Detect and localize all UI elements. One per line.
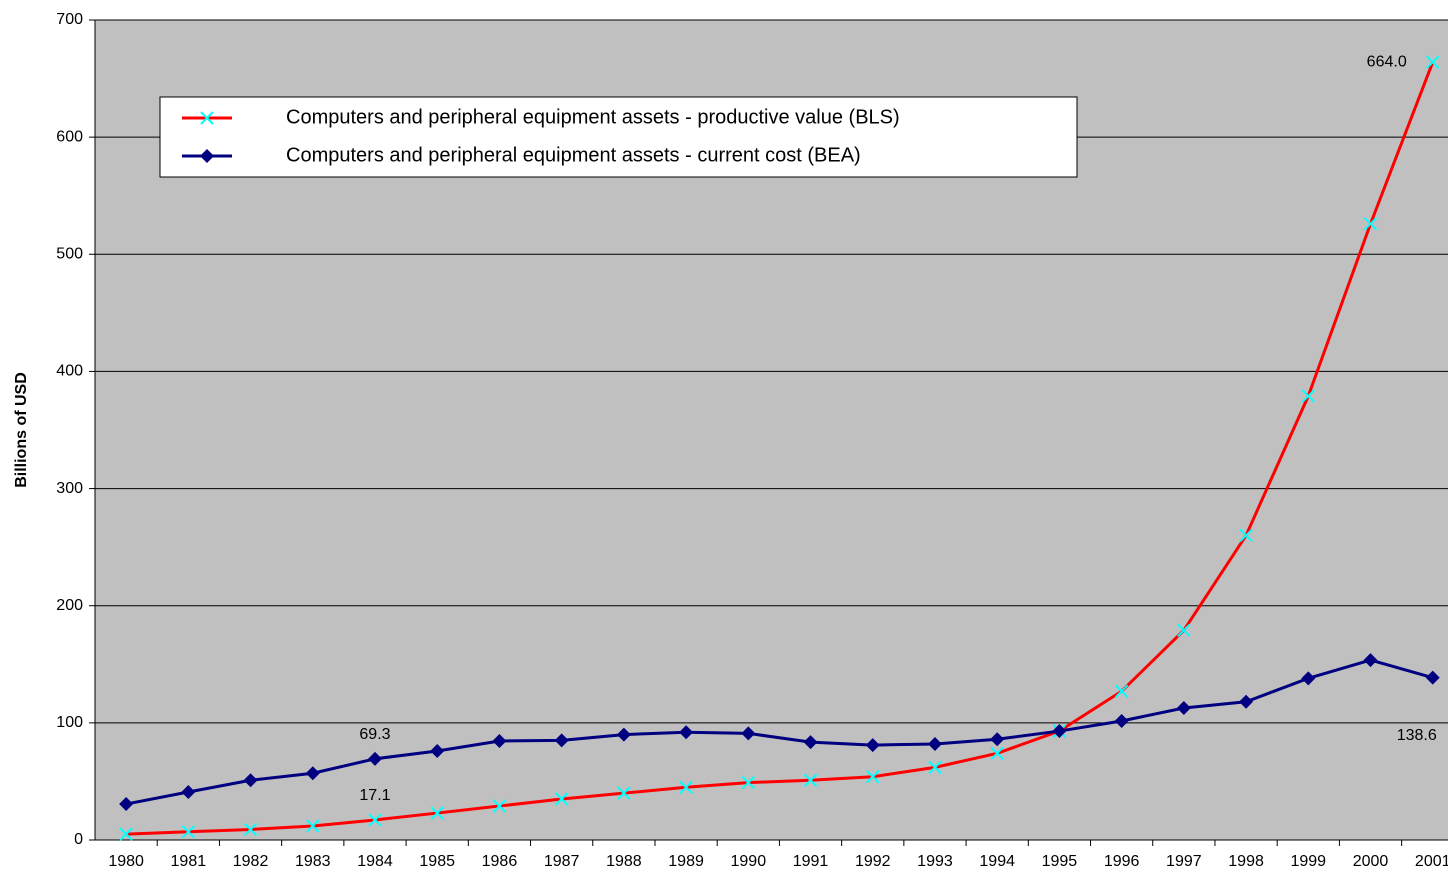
data-point bbox=[990, 732, 1005, 747]
x-tick-label: 2000 bbox=[1353, 853, 1389, 870]
data-point bbox=[1177, 623, 1191, 638]
x-tick-label: 1998 bbox=[1228, 853, 1264, 870]
data-point bbox=[492, 799, 507, 813]
data-point bbox=[243, 822, 258, 837]
data-point bbox=[1114, 684, 1129, 698]
data-point bbox=[1363, 653, 1378, 668]
data-point bbox=[1114, 713, 1129, 728]
data-point bbox=[181, 825, 196, 839]
data-point bbox=[119, 827, 133, 841]
data-point bbox=[617, 786, 631, 800]
x-tick-label: 2001 bbox=[1415, 853, 1448, 870]
x-tick-label: 1999 bbox=[1290, 853, 1326, 870]
data-point bbox=[927, 736, 942, 751]
data-point bbox=[181, 784, 196, 799]
data-point bbox=[616, 727, 631, 742]
data-label: 69.3 bbox=[359, 726, 390, 743]
data-label: 17.1 bbox=[359, 787, 390, 804]
x-tick-label: 1985 bbox=[419, 853, 455, 870]
y-tick-label: 100 bbox=[56, 714, 83, 731]
data-point bbox=[368, 813, 382, 827]
data-point bbox=[679, 780, 693, 794]
series-line bbox=[125, 658, 1434, 806]
y-tick-label: 400 bbox=[56, 363, 83, 380]
data-point bbox=[1426, 55, 1440, 69]
legend-marker bbox=[200, 149, 214, 163]
data-point bbox=[1239, 528, 1253, 543]
data-point bbox=[679, 725, 694, 740]
data-point bbox=[430, 743, 445, 758]
data-point bbox=[554, 733, 569, 748]
x-tick-label: 1991 bbox=[793, 853, 829, 870]
x-tick-label: 1988 bbox=[606, 853, 642, 870]
x-tick-label: 1997 bbox=[1166, 853, 1202, 870]
y-tick-label: 700 bbox=[56, 11, 83, 28]
x-tick-label: 1980 bbox=[108, 853, 144, 870]
x-tick-label: 1982 bbox=[233, 853, 269, 870]
data-point bbox=[554, 792, 569, 806]
x-tick-label: 1990 bbox=[731, 853, 767, 870]
data-point bbox=[430, 806, 444, 820]
data-point bbox=[1301, 671, 1316, 686]
data-point bbox=[741, 775, 756, 790]
x-tick-label: 1992 bbox=[855, 853, 891, 870]
data-point bbox=[492, 734, 507, 749]
data-point bbox=[865, 738, 880, 753]
x-tick-label: 1983 bbox=[295, 853, 331, 870]
data-point bbox=[367, 751, 382, 766]
data-point bbox=[1425, 670, 1440, 685]
data-label: 664.0 bbox=[1367, 53, 1407, 70]
data-point bbox=[990, 746, 1004, 761]
x-tick-label: 1981 bbox=[171, 853, 207, 870]
x-tick-label: 1986 bbox=[482, 853, 518, 870]
legend-marker bbox=[200, 111, 214, 125]
y-tick-label: 300 bbox=[56, 480, 83, 497]
data-point bbox=[243, 773, 258, 788]
x-tick-label: 1995 bbox=[1042, 853, 1078, 870]
x-tick-label: 1984 bbox=[357, 853, 393, 870]
data-label: 138.6 bbox=[1397, 727, 1437, 744]
data-point bbox=[803, 773, 818, 787]
data-point bbox=[1239, 694, 1254, 709]
data-point bbox=[741, 726, 756, 741]
x-tick-label: 1996 bbox=[1104, 853, 1140, 870]
y-tick-label: 0 bbox=[74, 831, 83, 848]
data-point bbox=[1363, 217, 1378, 231]
data-point bbox=[306, 819, 320, 833]
data-point bbox=[1301, 389, 1315, 403]
x-tick-label: 1994 bbox=[979, 853, 1015, 870]
x-tick-label: 1989 bbox=[668, 853, 704, 870]
y-axis-label: Billions of USD bbox=[13, 372, 30, 488]
legend-box bbox=[159, 96, 1078, 178]
legend-label: Computers and peripheral equipment asset… bbox=[286, 106, 900, 128]
y-tick-label: 500 bbox=[56, 246, 83, 263]
y-tick-label: 200 bbox=[56, 597, 83, 614]
data-point bbox=[928, 760, 942, 775]
series-line bbox=[126, 61, 1435, 836]
y-tick-label: 600 bbox=[56, 128, 83, 145]
data-point bbox=[1052, 724, 1067, 739]
data-point bbox=[866, 770, 880, 784]
x-tick-label: 1993 bbox=[917, 853, 953, 870]
data-point bbox=[1176, 700, 1191, 715]
x-tick-label: 1987 bbox=[544, 853, 580, 870]
data-point bbox=[119, 797, 134, 812]
legend-label: Computers and peripheral equipment asset… bbox=[286, 144, 861, 166]
data-point bbox=[305, 766, 320, 781]
data-point bbox=[803, 735, 818, 750]
